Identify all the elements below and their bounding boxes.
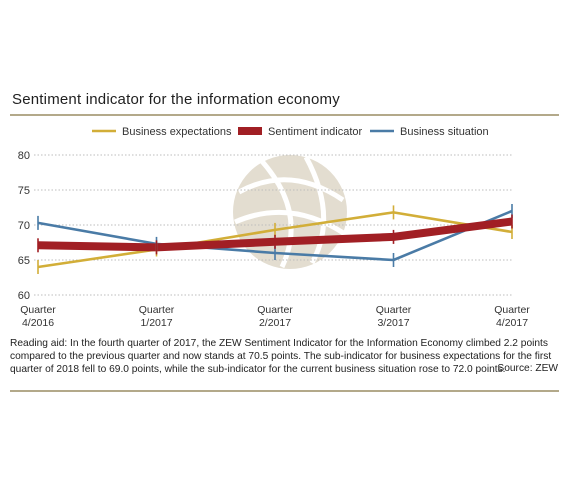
- y-tick-label: 70: [18, 220, 30, 232]
- x-tick-label: Quarter 4/2016: [20, 304, 56, 329]
- x-tick-label: Quarter 1/2017: [139, 304, 175, 329]
- bottom-rule: [10, 390, 559, 392]
- chart-title: Sentiment indicator for the information …: [12, 91, 340, 108]
- x-tick-label: Quarter 3/2017: [376, 304, 412, 329]
- legend-label: Business situation: [400, 126, 489, 138]
- source-note: Source: ZEW: [497, 363, 558, 374]
- x-tick-label: Quarter 2/2017: [257, 304, 293, 329]
- y-tick-label: 80: [18, 150, 30, 162]
- legend-label: Business expectations: [122, 126, 232, 138]
- legend-label: Sentiment indicator: [268, 126, 362, 138]
- x-tick-label: Quarter 4/2017: [494, 304, 530, 329]
- y-tick-label: 65: [18, 255, 30, 267]
- legend: Business expectations Sentiment indicator…: [92, 126, 489, 138]
- grid: [34, 154, 512, 296]
- series-lines: [37, 204, 513, 274]
- globe-arc-3: [303, 155, 327, 265]
- y-tick-label: 60: [18, 290, 30, 302]
- y-axis-ticks: 60 65 70 75 80: [18, 150, 30, 302]
- y-tick-label: 75: [18, 185, 30, 197]
- x-axis-ticks: Quarter 4/2016 Quarter 1/2017 Quarter 2/2017 Q…: [20, 304, 530, 329]
- globe-arc-0: [237, 177, 345, 203]
- reading-aid: Reading aid: In the fourth quarter of 20…: [10, 338, 552, 376]
- top-rule: [10, 114, 559, 116]
